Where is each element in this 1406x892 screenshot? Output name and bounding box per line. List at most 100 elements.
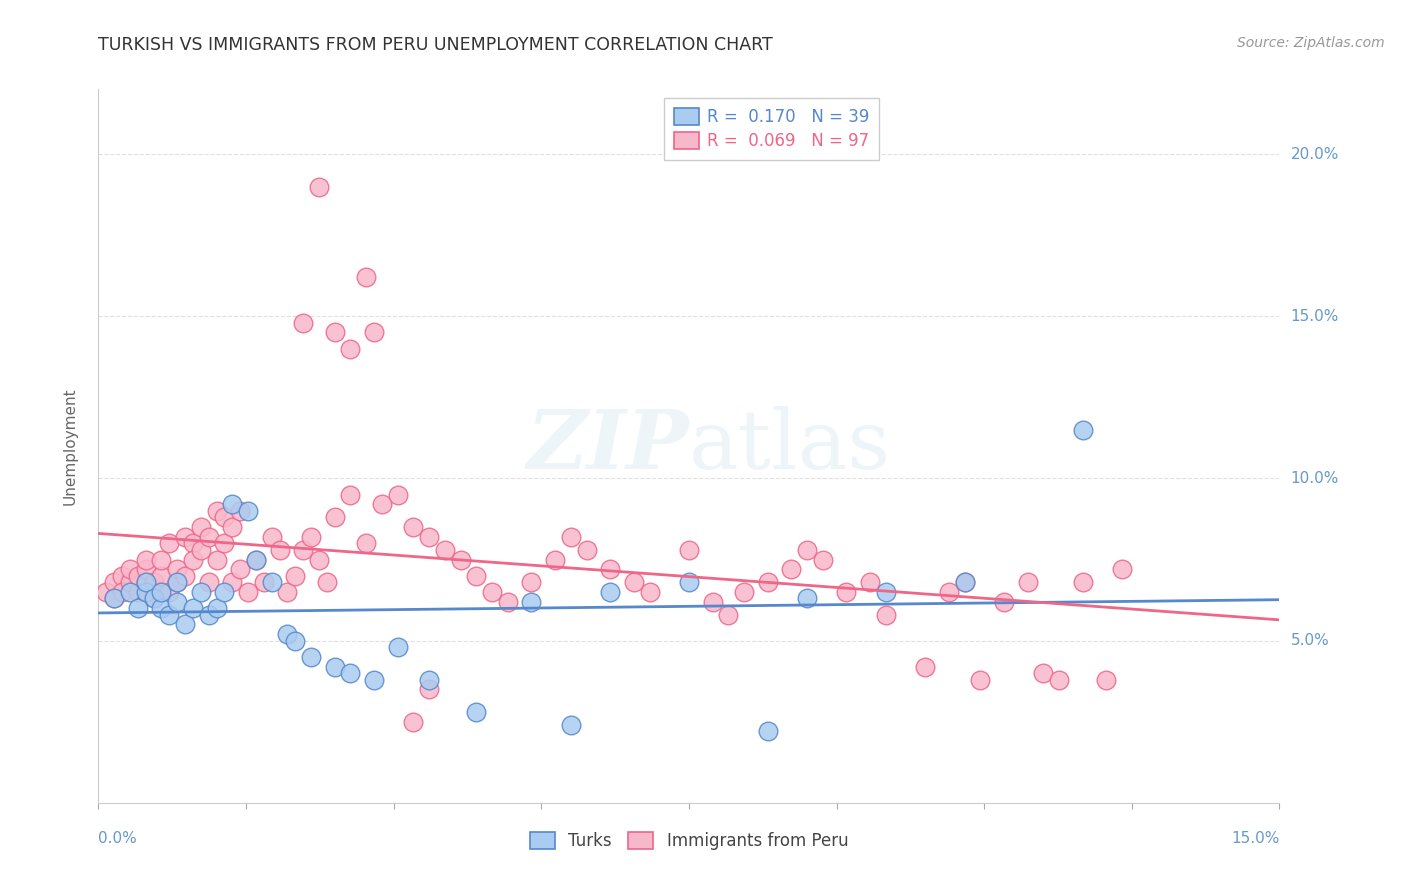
- Point: [118, 585, 141, 599]
- Point: [678, 542, 700, 557]
- Point: [157, 536, 180, 550]
- Point: [142, 591, 165, 606]
- Point: [214, 585, 236, 599]
- Point: [1017, 575, 1039, 590]
- Point: [387, 640, 409, 654]
- Point: [363, 673, 385, 687]
- Text: Source: ZipAtlas.com: Source: ZipAtlas.com: [1237, 36, 1385, 50]
- Point: [371, 497, 394, 511]
- Point: [520, 595, 543, 609]
- Point: [135, 585, 157, 599]
- Point: [150, 552, 173, 566]
- Text: 5.0%: 5.0%: [1291, 633, 1329, 648]
- Point: [127, 585, 149, 599]
- Point: [96, 585, 118, 599]
- Point: [796, 591, 818, 606]
- Point: [811, 552, 834, 566]
- Point: [150, 568, 173, 582]
- Point: [796, 542, 818, 557]
- Point: [118, 575, 141, 590]
- Point: [150, 601, 173, 615]
- Point: [520, 575, 543, 590]
- Point: [623, 575, 645, 590]
- Point: [157, 607, 180, 622]
- Point: [756, 724, 779, 739]
- Point: [284, 633, 307, 648]
- Point: [299, 530, 322, 544]
- Point: [969, 673, 991, 687]
- Text: TURKISH VS IMMIGRANTS FROM PERU UNEMPLOYMENT CORRELATION CHART: TURKISH VS IMMIGRANTS FROM PERU UNEMPLOY…: [98, 36, 773, 54]
- Point: [111, 585, 134, 599]
- Point: [1111, 562, 1133, 576]
- Point: [166, 562, 188, 576]
- Point: [402, 714, 425, 729]
- Point: [181, 552, 204, 566]
- Point: [174, 568, 197, 582]
- Text: ZIP: ZIP: [526, 406, 689, 486]
- Point: [638, 585, 661, 599]
- Point: [599, 585, 621, 599]
- Point: [354, 270, 377, 285]
- Point: [205, 601, 228, 615]
- Point: [150, 585, 173, 599]
- Point: [339, 342, 361, 356]
- Point: [717, 607, 740, 622]
- Point: [229, 562, 252, 576]
- Point: [323, 510, 346, 524]
- Point: [308, 179, 330, 194]
- Point: [135, 562, 157, 576]
- Point: [260, 530, 283, 544]
- Point: [174, 530, 197, 544]
- Point: [181, 601, 204, 615]
- Point: [315, 575, 337, 590]
- Point: [496, 595, 519, 609]
- Point: [465, 568, 488, 582]
- Text: 20.0%: 20.0%: [1291, 146, 1339, 161]
- Point: [292, 316, 315, 330]
- Point: [354, 536, 377, 550]
- Point: [363, 326, 385, 340]
- Y-axis label: Unemployment: Unemployment: [63, 387, 77, 505]
- Point: [103, 591, 125, 606]
- Point: [118, 562, 141, 576]
- Point: [197, 575, 219, 590]
- Point: [103, 591, 125, 606]
- Point: [111, 568, 134, 582]
- Point: [560, 530, 582, 544]
- Text: 15.0%: 15.0%: [1232, 830, 1279, 846]
- Point: [214, 536, 236, 550]
- Point: [299, 649, 322, 664]
- Point: [221, 520, 243, 534]
- Point: [253, 575, 276, 590]
- Point: [245, 552, 267, 566]
- Point: [245, 552, 267, 566]
- Point: [678, 575, 700, 590]
- Point: [197, 530, 219, 544]
- Point: [135, 552, 157, 566]
- Point: [127, 601, 149, 615]
- Point: [953, 575, 976, 590]
- Point: [205, 504, 228, 518]
- Point: [166, 575, 188, 590]
- Point: [953, 575, 976, 590]
- Point: [402, 520, 425, 534]
- Point: [269, 542, 291, 557]
- Point: [914, 659, 936, 673]
- Point: [166, 595, 188, 609]
- Point: [875, 585, 897, 599]
- Point: [142, 591, 165, 606]
- Point: [560, 718, 582, 732]
- Point: [190, 585, 212, 599]
- Point: [135, 575, 157, 590]
- Point: [135, 575, 157, 590]
- Point: [308, 552, 330, 566]
- Point: [214, 510, 236, 524]
- Point: [544, 552, 567, 566]
- Point: [236, 585, 259, 599]
- Point: [339, 488, 361, 502]
- Point: [875, 607, 897, 622]
- Text: atlas: atlas: [689, 406, 891, 486]
- Point: [205, 552, 228, 566]
- Point: [450, 552, 472, 566]
- Point: [418, 530, 440, 544]
